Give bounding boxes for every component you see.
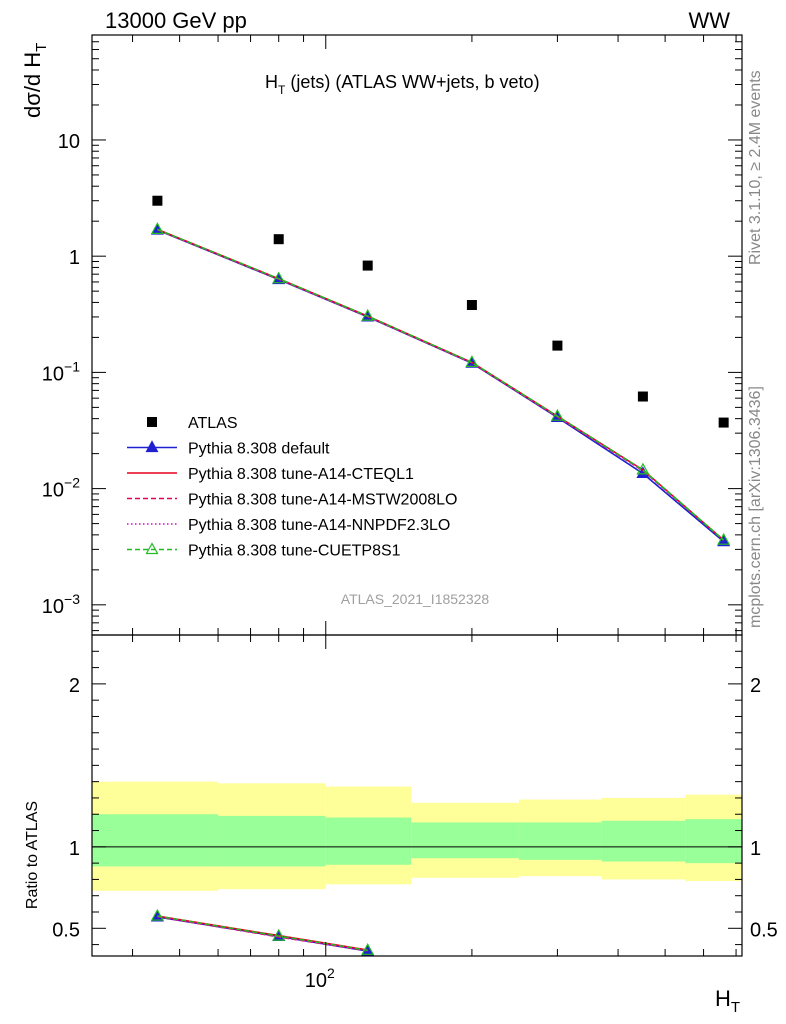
y-tick-label: 10−1 (42, 358, 80, 385)
uncertainty-band-inner (92, 814, 219, 867)
y-tick-label: 10 (58, 131, 80, 153)
uncertainty-band-inner (685, 819, 742, 864)
ratio-point (150, 908, 164, 921)
legend-marker (147, 417, 157, 427)
data-point (362, 260, 373, 271)
ratio-bands (92, 781, 742, 891)
data-point (717, 532, 731, 545)
legend-label: ATLAS (188, 415, 238, 432)
legend-marker (145, 542, 159, 555)
data-point (361, 308, 375, 321)
ratio-y-tick-label-right: 1 (750, 838, 761, 860)
ratio-y-tick-label-right: 0.5 (750, 919, 778, 941)
analysis-watermark: ATLAS_2021_I1852328 (341, 591, 490, 607)
ratio-panel-frame (91, 634, 743, 957)
data-point (552, 340, 563, 351)
data-point (636, 462, 650, 475)
data-point (150, 222, 164, 235)
data-point (272, 271, 286, 284)
ratio-point (361, 943, 375, 955)
ratio-y-tick-label: 2 (69, 675, 80, 697)
ratio-ylabel: Ratio to ATLAS (24, 801, 41, 909)
ratio-panel-ticks: 0.5 0.5 1 1 2 2 102 (52, 635, 778, 992)
legend-marker (145, 440, 159, 453)
legend: ATLAS Pythia 8.308 default Pythia 8.308 tu… (127, 415, 457, 560)
uncertainty-band-inner (601, 820, 686, 862)
ratio-y-tick-label: 0.5 (52, 919, 80, 941)
ratio-y-tick-label: 1 (69, 838, 80, 860)
data-point (150, 222, 164, 234)
y-tick-label: 10−3 (42, 591, 80, 618)
legend-label: Pythia 8.308 tune-CUETP8S1 (188, 543, 401, 560)
data-point (152, 195, 163, 206)
main-panel-series (150, 195, 731, 547)
legend-label: Pythia 8.308 tune-A14-NNPDF2.3LO (188, 517, 450, 534)
data-point (637, 391, 648, 402)
ratio-line (157, 915, 368, 952)
ratio-y-tick-label-right: 2 (750, 675, 761, 697)
rivet-label: Rivet 3.1.10, ≥ 2.4M events (747, 70, 764, 265)
data-point (717, 534, 731, 547)
legend-label: Pythia 8.308 default (188, 441, 330, 458)
main-title: HT (jets) (ATLAS WW+jets, b veto) (265, 72, 540, 97)
header-left: 13000 GeV pp (105, 8, 247, 33)
x-tick-label: 102 (305, 965, 335, 992)
y-tick-label: 10−2 (42, 475, 80, 502)
main-panel: 10−3 10−2 10−1 1 10 HT (jets) (ATLAS WW+jets… (20, 34, 743, 636)
legend-label: Pythia 8.308 tune-A14-CTEQL1 (188, 466, 414, 483)
legend-label: Pythia 8.308 tune-A14-MSTW2008LO (188, 492, 457, 509)
main-ylabel: dσ/d HT (20, 43, 50, 118)
data-point (550, 408, 564, 421)
ratio-panel: 0.5 0.5 1 1 2 2 102 Ratio to ATLAS HT (24, 634, 778, 1016)
mcplots-label: mcplots.cern.ch [arXiv:1306.3436] (747, 386, 764, 628)
ratio-series (150, 908, 375, 956)
data-point (273, 234, 284, 245)
y-tick-label: 1 (69, 247, 80, 269)
data-point (718, 417, 729, 428)
uncertainty-band-inner (325, 817, 412, 865)
series-line (157, 228, 725, 541)
uncertainty-band-inner (518, 822, 602, 860)
data-point (466, 300, 477, 311)
x-axis-label: HT (715, 986, 740, 1016)
uncertainty-band-inner (411, 822, 519, 859)
uncertainty-band-inner (218, 815, 326, 867)
data-point (465, 355, 479, 367)
header-right: WW (688, 8, 730, 33)
ratio-point (272, 928, 286, 941)
